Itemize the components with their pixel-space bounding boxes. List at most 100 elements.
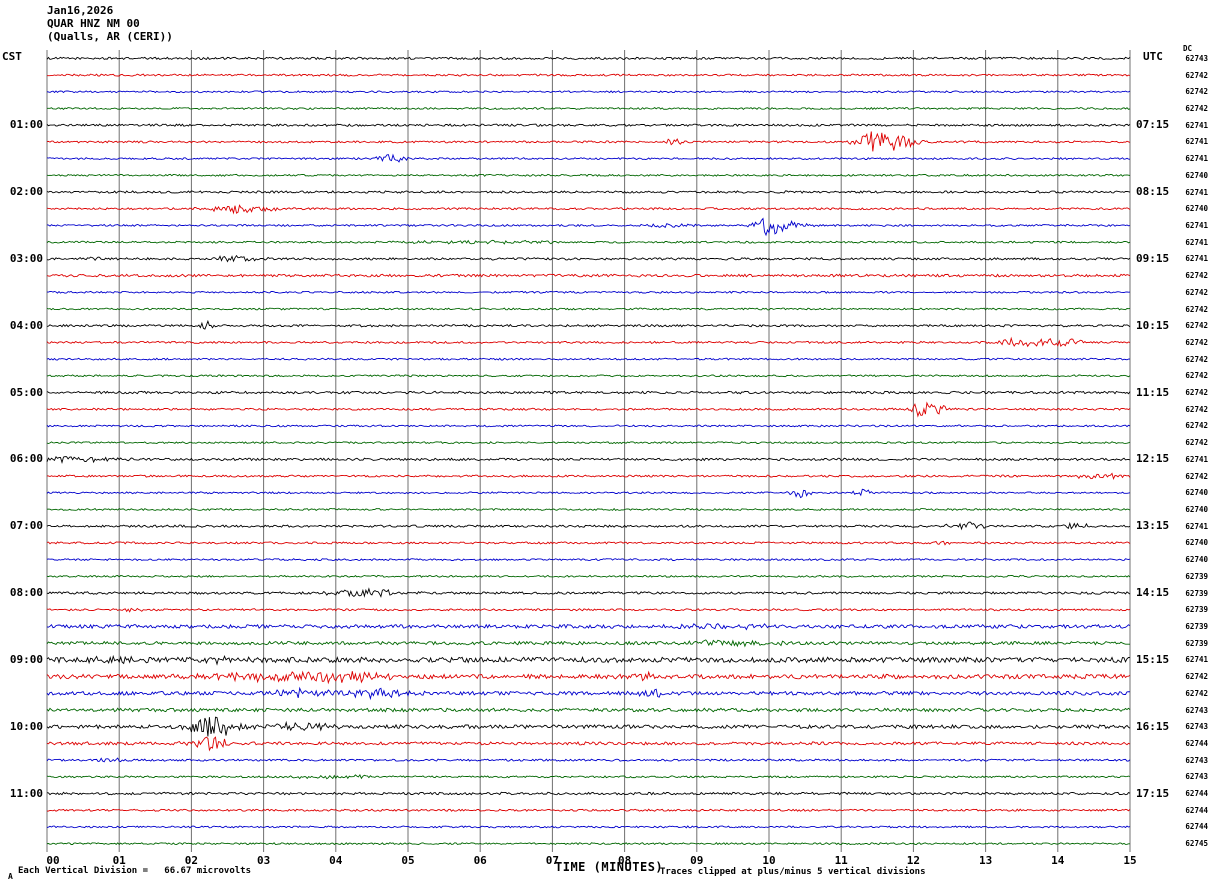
x-tick-label: 03 xyxy=(256,854,271,867)
title-date: Jan16,2026 xyxy=(47,4,114,17)
dc-value: 62739 xyxy=(1185,605,1208,615)
dc-value: 62742 xyxy=(1185,388,1208,397)
seismogram-trace xyxy=(46,825,1131,829)
scale-marker: A xyxy=(8,872,13,881)
seismogram-trace xyxy=(47,73,1131,77)
seismogram-trace xyxy=(47,106,1131,111)
dc-value: 62741 xyxy=(1185,187,1208,197)
x-tick-label: 13 xyxy=(978,854,993,867)
dc-value: 62740 xyxy=(1185,170,1208,180)
dc-value: 62741 xyxy=(1185,254,1208,264)
dc-value: 62742 xyxy=(1185,287,1208,297)
right-time-label: 08:15 xyxy=(1136,185,1170,198)
seismogram-trace xyxy=(46,842,1130,846)
x-tick-label: 05 xyxy=(401,854,415,867)
right-time-label: 13:15 xyxy=(1136,519,1170,533)
seismogram-trace xyxy=(46,558,1131,562)
dc-value: 62740 xyxy=(1185,505,1208,514)
seismogram-trace xyxy=(46,90,1131,94)
dc-value: 62745 xyxy=(1185,839,1208,849)
seismogram-trace xyxy=(46,56,1131,61)
x-tick-label: 07 xyxy=(545,854,560,867)
seismogram-trace xyxy=(46,336,1131,348)
right-time-label: 17:15 xyxy=(1136,786,1170,800)
dc-value: 62742 xyxy=(1185,70,1208,80)
x-tick-label: 06 xyxy=(473,854,487,867)
seismogram-trace xyxy=(46,540,1131,546)
seismogram-trace xyxy=(46,654,1131,666)
seismogram-trace xyxy=(46,153,1131,163)
dc-value: 62742 xyxy=(1185,354,1208,364)
dc-value: 62744 xyxy=(1185,822,1208,832)
seismogram-trace xyxy=(46,424,1131,428)
title-station: QUAR HNZ NM 00 xyxy=(47,17,140,30)
dc-value: 62740 xyxy=(1185,204,1208,214)
seismogram-trace xyxy=(46,401,1131,418)
seismogram-trace xyxy=(46,131,1131,152)
dc-value: 62742 xyxy=(1185,271,1208,281)
seismogram-trace xyxy=(46,374,1131,378)
seismogram-trace xyxy=(46,639,1130,648)
seismogram-trace xyxy=(46,254,1131,263)
dc-value: 62739 xyxy=(1185,638,1208,648)
right-time-label: 10:15 xyxy=(1136,318,1170,332)
left-time-label: 03:00 xyxy=(9,251,43,265)
left-time-label: 01:00 xyxy=(9,118,43,132)
dc-value: 62742 xyxy=(1185,87,1208,97)
dc-value: 62741 xyxy=(1185,237,1208,247)
dc-value: 62742 xyxy=(1185,672,1208,682)
seismogram-trace xyxy=(46,757,1131,763)
right-time-label: 12:15 xyxy=(1136,452,1170,466)
dc-value: 62741 xyxy=(1185,137,1208,147)
seismogram-trace xyxy=(46,736,1131,752)
x-tick-label: 08 xyxy=(617,854,632,867)
dc-value: 62743 xyxy=(1185,722,1208,732)
x-tick-label: 01 xyxy=(112,854,126,867)
seismogram-trace xyxy=(46,472,1131,480)
dc-value: 62744 xyxy=(1185,805,1208,815)
dc-value: 62741 xyxy=(1185,154,1208,164)
clip-note: Traces clipped at plus/minus 5 vertical … xyxy=(660,867,926,877)
dc-value: 62742 xyxy=(1185,421,1208,431)
x-tick-label: 00 xyxy=(46,854,60,867)
dc-value: 62742 xyxy=(1185,404,1208,414)
scale-note: Each Vertical Division = 66.67 microvolt… xyxy=(18,866,251,876)
seismogram-trace xyxy=(46,488,1131,499)
seismogram-trace xyxy=(46,307,1131,311)
title-location: (Qualls, AR (CERI)) xyxy=(47,30,173,43)
dc-value: 62743 xyxy=(1185,755,1208,765)
dc-value: 62741 xyxy=(1185,220,1208,230)
seismogram-trace xyxy=(46,521,1131,531)
seismogram-trace xyxy=(46,716,1131,737)
left-time-label: 10:00 xyxy=(9,719,43,733)
utc-axis-header: UTC xyxy=(1143,50,1163,63)
left-time-label: 06:00 xyxy=(9,452,43,466)
dc-value: 62742 xyxy=(1185,337,1208,347)
left-time-label: 08:00 xyxy=(9,586,43,599)
seismogram-trace xyxy=(46,686,1131,701)
dc-value: 62740 xyxy=(1185,488,1208,498)
dc-value: 62742 xyxy=(1185,321,1208,331)
dc-value: 62743 xyxy=(1185,772,1208,782)
seismogram-trace xyxy=(46,273,1131,278)
seismogram-trace xyxy=(46,217,1131,237)
seismogram-trace xyxy=(46,622,1131,631)
x-tick-label: 09 xyxy=(690,854,704,867)
seismogram-trace xyxy=(46,441,1131,445)
seismogram-trace xyxy=(46,607,1131,613)
dc-value: 62741 xyxy=(1185,521,1208,531)
x-tick-label: 04 xyxy=(329,854,343,867)
seismogram-trace xyxy=(46,357,1131,361)
right-time-label: 11:15 xyxy=(1136,385,1170,399)
dc-value: 62740 xyxy=(1185,538,1208,548)
seismogram-trace xyxy=(46,774,1131,780)
left-time-label: 07:00 xyxy=(9,519,43,533)
dc-value: 62742 xyxy=(1185,688,1208,698)
seismogram-trace xyxy=(46,574,1131,578)
seismogram-trace xyxy=(47,290,1131,294)
seismogram-trace xyxy=(46,204,1131,215)
dc-value: 62740 xyxy=(1185,555,1208,565)
dc-value: 62742 xyxy=(1185,304,1208,314)
